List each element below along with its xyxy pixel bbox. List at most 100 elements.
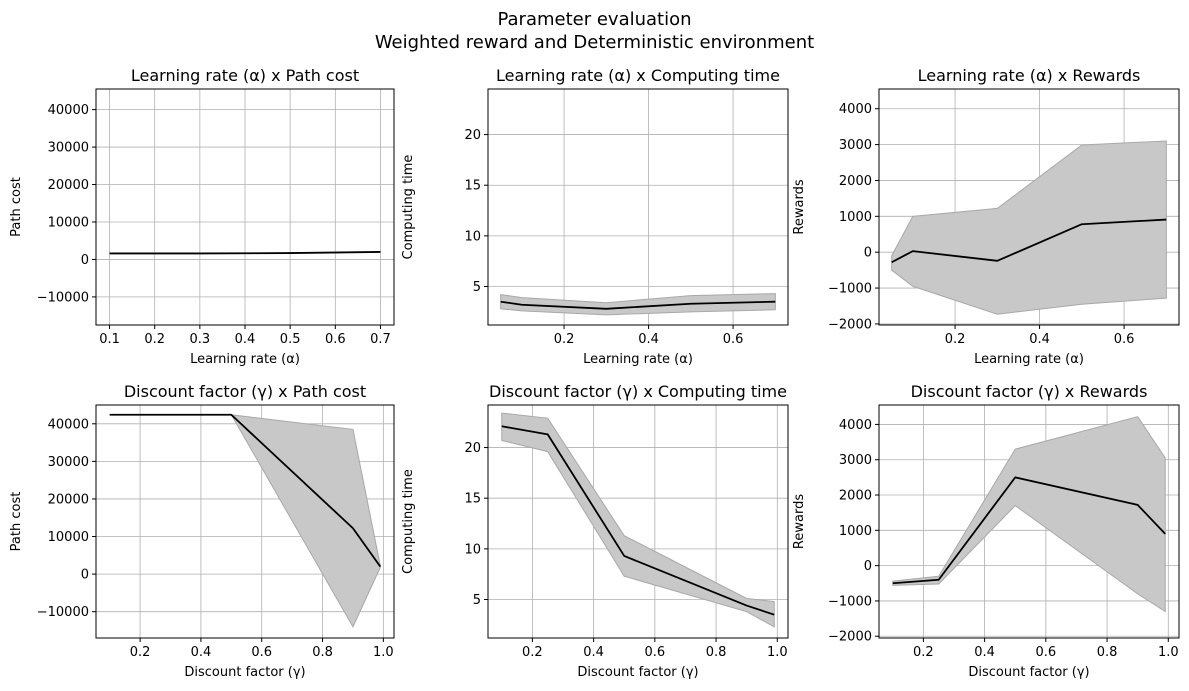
x-tick-label: 0.6 bbox=[1035, 645, 1056, 660]
y-tick-label: 20 bbox=[464, 441, 481, 456]
axes-frame bbox=[487, 88, 789, 326]
subplot-title: Learning rate (α) x Path cost bbox=[131, 66, 359, 85]
subplot-title: Learning rate (α) x Computing time bbox=[496, 66, 780, 85]
subplot-5: 0.2 0.4 0.6 0.8 1.0 5 10 15 20 Discount factor (γ… bbox=[401, 382, 789, 680]
figure-title-line-2: Weighted reward and Deterministic enviro… bbox=[375, 32, 814, 53]
y-tick-label: 5 bbox=[473, 593, 481, 608]
std-band bbox=[109, 414, 381, 628]
y-tick-label: 0 bbox=[81, 253, 89, 268]
x-tick-label: 0.8 bbox=[312, 645, 333, 660]
y-tick-label: 3000 bbox=[839, 453, 872, 468]
x-tick-label: 0.2 bbox=[554, 332, 575, 347]
x-tick-label: 0.8 bbox=[706, 645, 727, 660]
y-tick-label: 2000 bbox=[839, 489, 872, 504]
y-tick-label: 40000 bbox=[48, 417, 89, 432]
x-tick-label: 0.8 bbox=[1097, 645, 1118, 660]
x-axis-label: Learning rate (α) bbox=[974, 352, 1084, 367]
y-tick-label: 0 bbox=[864, 246, 872, 261]
x-tick-label: 0.6 bbox=[1114, 332, 1135, 347]
x-tick-label: 0.2 bbox=[913, 645, 934, 660]
x-axis-label: Learning rate (α) bbox=[583, 352, 693, 367]
x-axis-label: Discount factor (γ) bbox=[577, 665, 698, 680]
x-tick-label: 0.2 bbox=[130, 645, 151, 660]
y-tick-label: 10000 bbox=[48, 215, 89, 230]
x-axis-label: Discount factor (γ) bbox=[184, 665, 305, 680]
x-tick-label: 0.4 bbox=[1029, 332, 1050, 347]
subplot-title: Discount factor (γ) x Rewards bbox=[911, 382, 1148, 401]
y-tick-label: −2000 bbox=[828, 630, 872, 645]
x-tick-label: 0.6 bbox=[644, 645, 665, 660]
x-tick-label: 0.1 bbox=[99, 332, 120, 347]
x-tick-label: 0.4 bbox=[974, 645, 995, 660]
y-tick-label: 15 bbox=[464, 179, 481, 194]
axes-frame bbox=[487, 404, 789, 639]
x-tick-label: 0.2 bbox=[144, 332, 165, 347]
axes-frame bbox=[878, 404, 1180, 639]
x-tick-label: 0.2 bbox=[522, 645, 543, 660]
std-band bbox=[501, 412, 775, 628]
x-tick-label: 1.0 bbox=[1158, 645, 1179, 660]
y-tick-label: 30000 bbox=[48, 455, 89, 470]
subplot-4: 0.2 0.4 0.6 0.8 1.0 −10000 0 10000 20000 30000 400… bbox=[9, 382, 395, 680]
x-axis-label: Discount factor (γ) bbox=[968, 665, 1089, 680]
std-band bbox=[891, 140, 1167, 315]
y-tick-label: 20 bbox=[464, 128, 481, 143]
y-axis-label: Rewards bbox=[792, 179, 807, 234]
y-tick-label: 5 bbox=[473, 280, 481, 295]
y-tick-label: 4000 bbox=[839, 418, 872, 433]
y-tick-label: 0 bbox=[864, 559, 872, 574]
axes-frame bbox=[95, 404, 395, 639]
x-tick-label: 1.0 bbox=[767, 645, 788, 660]
std-band bbox=[500, 293, 776, 316]
y-tick-label: −2000 bbox=[828, 317, 872, 332]
x-tick-label: 0.4 bbox=[191, 645, 212, 660]
x-tick-label: 0.6 bbox=[325, 332, 346, 347]
x-tick-label: 0.2 bbox=[945, 332, 966, 347]
y-tick-label: −1000 bbox=[828, 594, 872, 609]
subplot-title: Discount factor (γ) x Computing time bbox=[489, 382, 787, 401]
x-tick-label: 0.4 bbox=[583, 645, 604, 660]
y-tick-label: −10000 bbox=[37, 290, 89, 305]
x-tick-label: 0.3 bbox=[190, 332, 211, 347]
subplot-3: 0.2 0.4 0.6 −2000 −1000 0 1000 2000 3000 4000 Lear… bbox=[792, 66, 1180, 367]
subplot-grid: 0.1 0.2 0.3 0.4 0.5 0.6 0.7−100000100002000030… bbox=[9, 66, 1180, 680]
y-tick-label: 4000 bbox=[839, 102, 872, 117]
y-tick-label: 10 bbox=[464, 542, 481, 557]
std-band bbox=[892, 416, 1166, 613]
y-tick-label: 10 bbox=[464, 229, 481, 244]
mean-line bbox=[109, 251, 381, 255]
subplot-2: 0.2 0.4 0.6 5 10 15 20 Learning rate (α) x Comp… bbox=[401, 66, 789, 367]
subplot-title: Discount factor (γ) x Path cost bbox=[124, 382, 366, 401]
x-tick-label: 0.4 bbox=[235, 332, 256, 347]
x-tick-label: 1.0 bbox=[373, 645, 394, 660]
y-tick-label: 20000 bbox=[48, 178, 89, 193]
y-tick-label: 15 bbox=[464, 492, 481, 507]
x-tick-label: 0.6 bbox=[251, 645, 272, 660]
y-tick-label: 2000 bbox=[839, 174, 872, 189]
y-axis-label: Path cost bbox=[9, 177, 24, 237]
x-tick-label: 0.7 bbox=[370, 332, 391, 347]
y-tick-label: 0 bbox=[81, 568, 89, 583]
y-axis-label: Computing time bbox=[401, 469, 416, 574]
y-tick-label: −10000 bbox=[37, 605, 89, 620]
x-axis-label: Learning rate (α) bbox=[190, 352, 300, 367]
y-axis-label: Computing time bbox=[401, 155, 416, 260]
y-tick-label: 20000 bbox=[48, 492, 89, 507]
y-axis-label: Rewards bbox=[792, 494, 807, 549]
subplot-title: Learning rate (α) x Rewards bbox=[918, 66, 1141, 85]
y-tick-label: 1000 bbox=[839, 524, 872, 539]
mean-line bbox=[501, 425, 775, 616]
x-tick-label: 0.5 bbox=[280, 332, 301, 347]
axes-frame bbox=[878, 88, 1180, 326]
x-tick-label: 0.6 bbox=[723, 332, 744, 347]
y-tick-label: 3000 bbox=[839, 138, 872, 153]
y-tick-label: 40000 bbox=[48, 103, 89, 118]
x-tick-label: 0.4 bbox=[638, 332, 659, 347]
figure-title-line-1: Parameter evaluation bbox=[497, 9, 691, 30]
y-tick-label: −1000 bbox=[828, 282, 872, 297]
y-tick-label: 1000 bbox=[839, 210, 872, 225]
y-tick-label: 30000 bbox=[48, 141, 89, 156]
subplot-6: 0.2 0.4 0.6 0.8 1.0 −2000 −1000 0 1000 2000 3000 40… bbox=[792, 382, 1180, 680]
y-tick-label: 10000 bbox=[48, 530, 89, 545]
